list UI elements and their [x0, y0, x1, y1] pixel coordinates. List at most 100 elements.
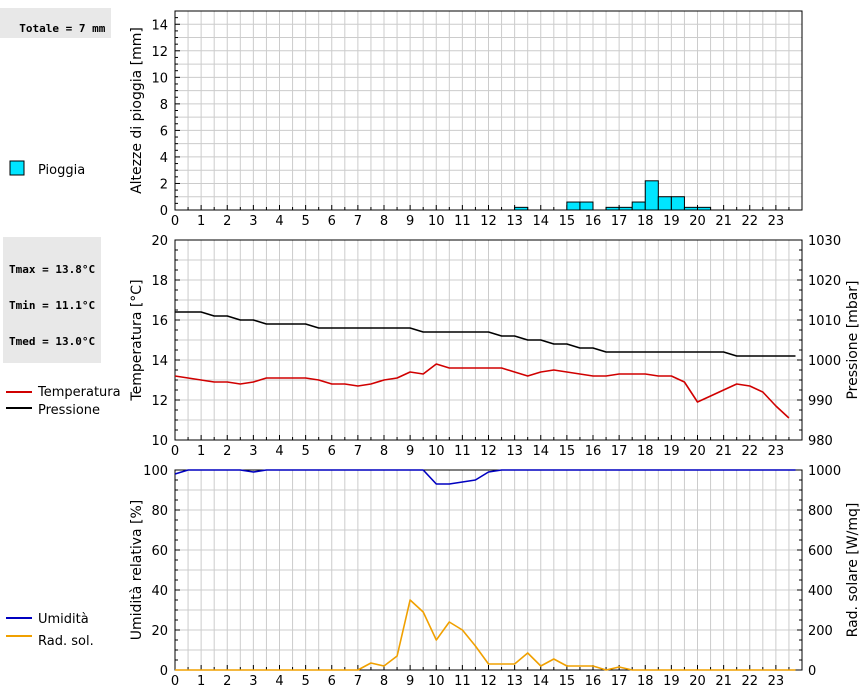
rain-bar [579, 201, 594, 211]
x-tick-label: 23 [768, 444, 785, 459]
x-tick-label: 23 [768, 674, 785, 689]
x-tick-label: 16 [585, 214, 602, 229]
x-tick-label: 15 [559, 444, 576, 459]
y-tick-label: 10 [151, 434, 168, 449]
legend-humidity-label: Umidità [38, 612, 89, 627]
x-tick-label: 10 [428, 214, 445, 229]
x-tick-label: 5 [301, 444, 309, 459]
x-tick-label: 9 [406, 674, 414, 689]
legend-temperature-label: Temperatura [37, 385, 121, 400]
y2-tick-label: 1020 [808, 274, 841, 289]
x-tick-label: 0 [171, 674, 179, 689]
x-tick-label: 8 [380, 444, 388, 459]
x-tick-label: 3 [249, 674, 257, 689]
x-tick-label: 18 [637, 674, 654, 689]
x-tick-label: 4 [275, 214, 283, 229]
y2-axis-title: Pressione [mbar] [845, 280, 860, 399]
x-tick-label: 14 [532, 674, 549, 689]
x-tick-label: 19 [663, 674, 680, 689]
x-tick-label: 18 [637, 214, 654, 229]
y2-tick-label: 200 [808, 624, 833, 639]
legend-solar-label: Rad. sol. [38, 634, 94, 649]
x-tick-label: 5 [301, 674, 309, 689]
x-tick-label: 7 [354, 214, 362, 229]
y-tick-label: 2 [160, 177, 168, 192]
x-tick-label: 14 [532, 214, 549, 229]
x-tick-label: 18 [637, 444, 654, 459]
x-tick-label: 1 [197, 444, 205, 459]
y-tick-label: 14 [151, 354, 168, 369]
rain-bar [631, 201, 646, 211]
x-tick-label: 7 [354, 444, 362, 459]
rain-bar [657, 196, 672, 211]
y-tick-label: 12 [151, 394, 168, 409]
x-tick-label: 4 [275, 674, 283, 689]
legend-pressure-label: Pressione [38, 403, 100, 418]
temperature-line [174, 363, 790, 419]
x-tick-label: 8 [380, 214, 388, 229]
x-tick-label: 22 [741, 674, 758, 689]
x-tick-label: 7 [354, 674, 362, 689]
y2-tick-label: 1000 [808, 354, 841, 369]
x-tick-label: 8 [380, 674, 388, 689]
y2-tick-label: 400 [808, 584, 833, 599]
rain-bar [605, 206, 620, 211]
x-tick-label: 0 [171, 214, 179, 229]
x-tick-label: 5 [301, 214, 309, 229]
x-tick-label: 19 [663, 214, 680, 229]
x-tick-label: 22 [741, 214, 758, 229]
y2-tick-label: 1010 [808, 314, 841, 329]
rain-total-text: Totale = 7 mm [19, 22, 106, 35]
y-tick-label: 0 [160, 664, 168, 679]
rain-total-box: Totale = 7 mm [0, 8, 112, 38]
x-tick-label: 21 [715, 674, 732, 689]
y-tick-label: 18 [151, 274, 168, 289]
humidity-solar-chart: 0 1 2 3 4 5 6 7 8 9 10 11 12 13 14 15 16 17 18 19 20 21 22 2302… [129, 464, 860, 689]
rain-chart: 0 1 2 3 4 5 6 7 8 9 10 11 12 13 14 15 16 17 18 19 20 21 22 2302… [129, 10, 803, 229]
x-tick-label: 9 [406, 444, 414, 459]
legend: Pioggia Temperatura Pressione Umidità Ra… [6, 160, 121, 649]
x-tick-label: 9 [406, 214, 414, 229]
y2-tick-label: 0 [808, 664, 816, 679]
rain-bar [644, 180, 659, 211]
y-tick-label: 40 [151, 584, 168, 599]
y-tick-label: 0 [160, 204, 168, 219]
x-tick-label: 19 [663, 444, 680, 459]
temperature-max: Tmax = 13.8°C [9, 263, 96, 276]
x-tick-label: 12 [480, 674, 497, 689]
x-tick-label: 17 [611, 674, 628, 689]
x-tick-label: 20 [689, 214, 706, 229]
y-axis-title: Temperatura [°C] [129, 279, 145, 401]
y2-tick-label: 600 [808, 544, 833, 559]
y-tick-label: 4 [160, 151, 168, 166]
x-tick-label: 21 [715, 444, 732, 459]
x-tick-label: 13 [506, 444, 523, 459]
x-tick-label: 2 [223, 214, 231, 229]
y2-tick-label: 800 [808, 504, 833, 519]
y2-tick-label: 990 [808, 394, 833, 409]
y-tick-label: 16 [151, 314, 168, 329]
x-tick-label: 15 [559, 674, 576, 689]
x-tick-label: 13 [506, 214, 523, 229]
x-tick-label: 16 [585, 444, 602, 459]
y2-axis-title: Rad. solare [W/mq] [845, 503, 860, 638]
y-tick-label: 80 [151, 504, 168, 519]
y-tick-label: 10 [151, 71, 168, 86]
x-tick-label: 3 [249, 444, 257, 459]
x-tick-label: 2 [223, 444, 231, 459]
x-tick-label: 1 [197, 214, 205, 229]
y-tick-label: 6 [160, 124, 168, 139]
rain-bar [697, 206, 712, 211]
y2-tick-label: 1030 [808, 234, 841, 249]
x-tick-label: 22 [741, 444, 758, 459]
y-tick-label: 20 [151, 624, 168, 639]
temperature-pressure-chart: 0 1 2 3 4 5 6 7 8 9 10 11 12 13 14 15 16 17 18 19 20 21 22 2310… [129, 234, 860, 459]
solar-radiation-line [175, 599, 796, 671]
x-tick-label: 17 [611, 444, 628, 459]
y-tick-label: 100 [143, 464, 168, 479]
y2-tick-label: 1000 [808, 464, 841, 479]
x-tick-label: 20 [689, 674, 706, 689]
x-tick-label: 13 [506, 674, 523, 689]
y-tick-label: 60 [151, 544, 168, 559]
